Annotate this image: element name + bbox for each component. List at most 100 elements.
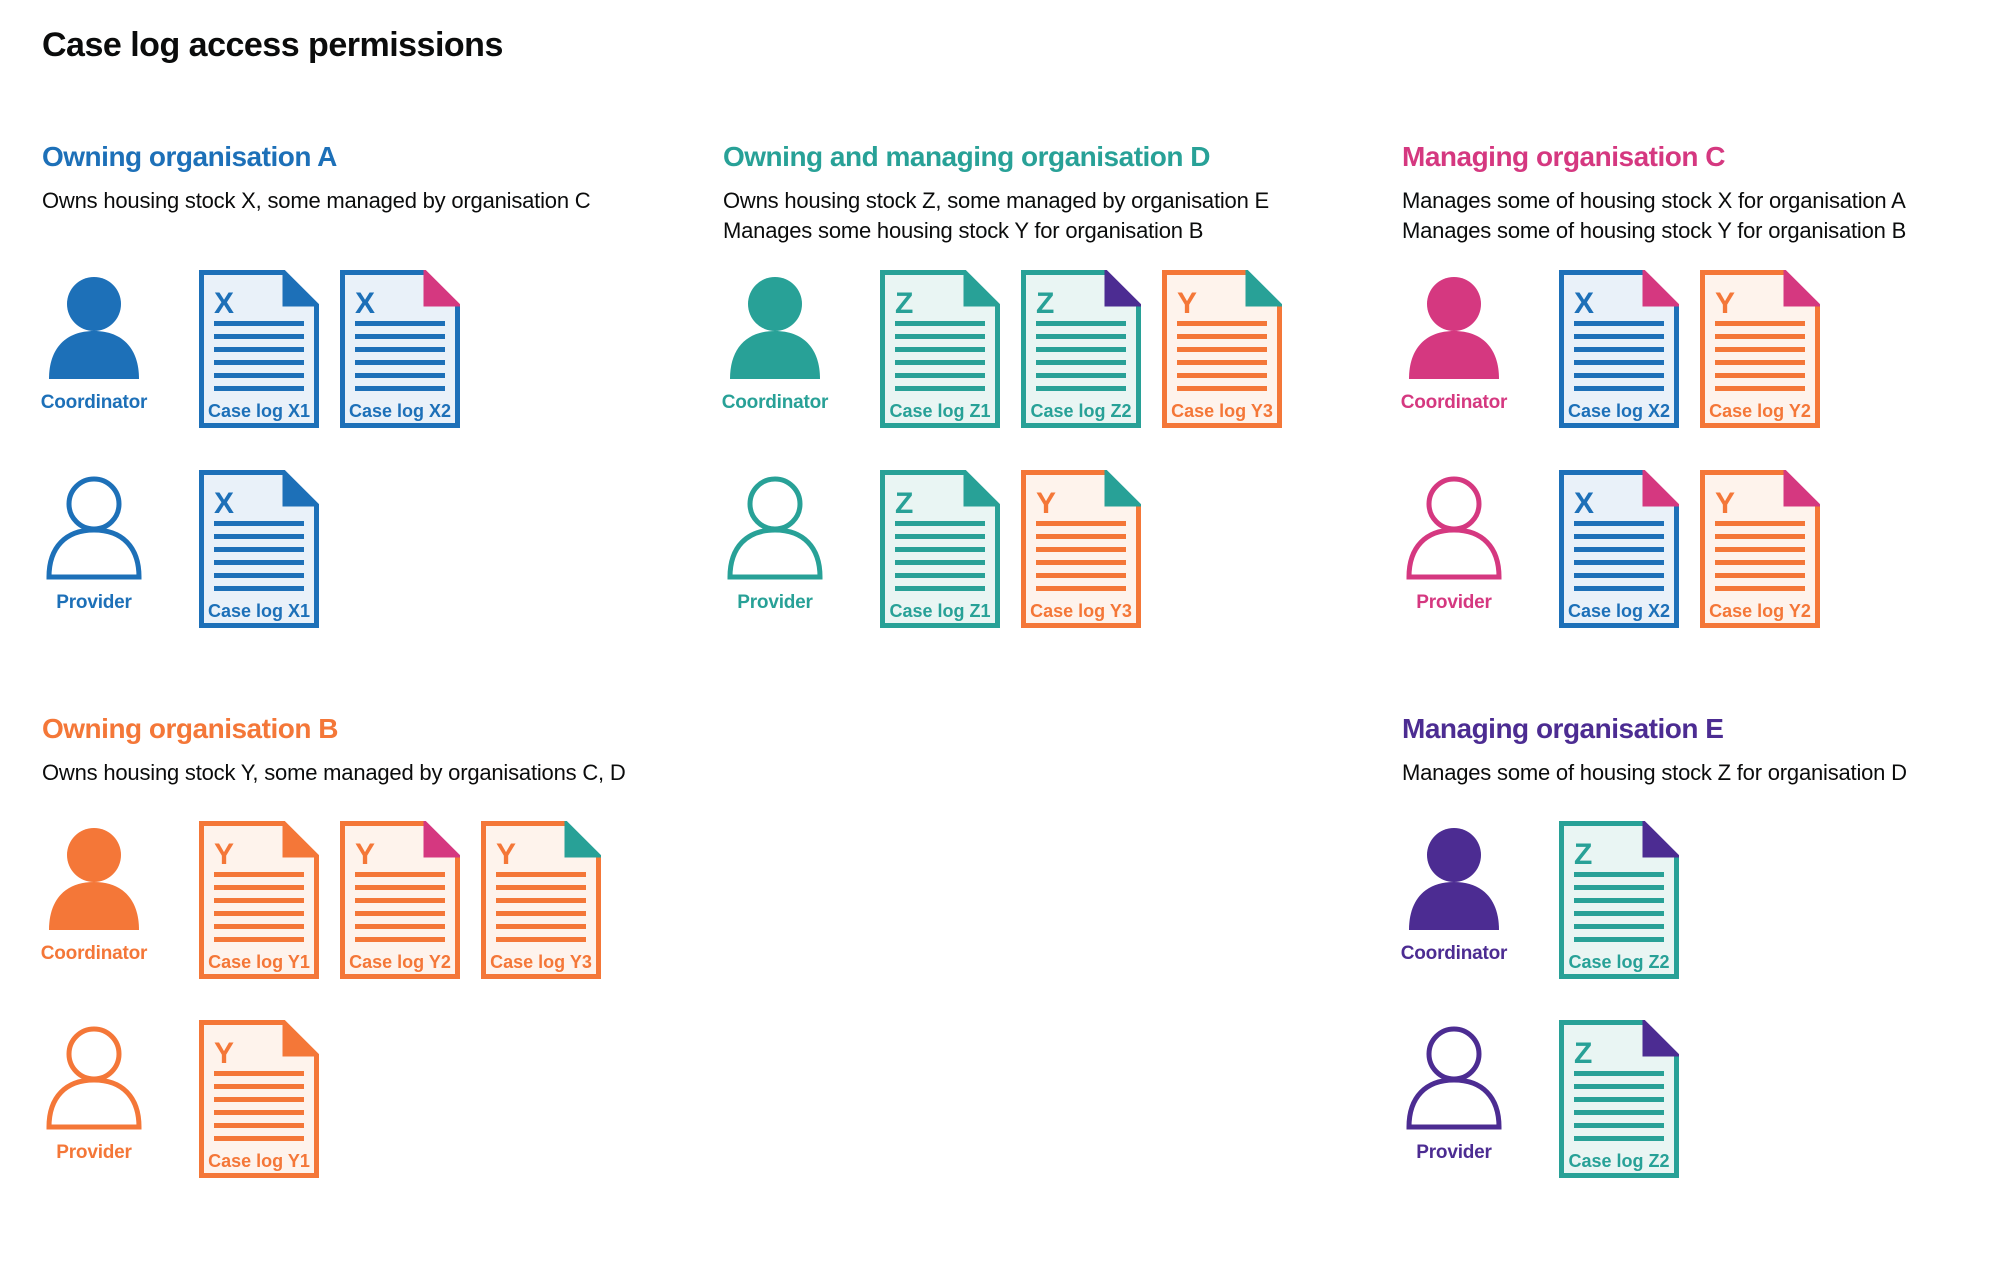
case-log-label: Case log X1 [208,601,310,621]
document-text-line [1177,334,1267,339]
case-log-documents: Z Case log Z1 Y Case log Y3 [880,467,1144,628]
case-log-document-icon: Y Case log Y2 [1700,467,1823,628]
stock-letter: X [214,287,234,320]
section-subtitle-line: Manages some housing stock Y for organis… [723,218,1204,243]
case-log-document-icon: Y Case log Y2 [1700,267,1823,428]
document-text-line [1036,360,1126,365]
document-border [1162,270,1282,428]
document-text-line [214,937,304,942]
case-log-label: Case log X2 [1568,401,1670,421]
coordinator-icon [730,277,820,379]
case-log-label: Case log Y2 [349,952,451,972]
provider-row: Provider Z Case log Z1 Y Case log Y3 [723,467,1343,630]
document-border [1559,270,1679,428]
document-text-line [1177,360,1267,365]
document-text-line [1036,573,1126,578]
folded-corner-icon [1783,267,1823,307]
document-text-line [1036,347,1126,352]
stock-letter: Z [1036,287,1054,320]
document-text-line [214,347,304,352]
coordinator-person: Coordinator [19,270,169,414]
doc-case-log-y2: Y Case log Y2 [1700,267,1823,428]
document-text-line [496,885,586,890]
document-text-line [355,334,445,339]
doc-case-log-y3: Y Case log Y3 [1162,267,1285,428]
folded-corner-icon [282,1017,322,1057]
document-text-line [214,1097,304,1102]
case-log-label: Case log Y3 [1171,401,1273,421]
document-text-line [1574,1110,1664,1115]
folded-corner-icon [1783,467,1823,507]
case-log-document-icon: Z Case log Z1 [880,467,1003,628]
document-border [1021,470,1141,628]
provider-icon [727,476,823,580]
provider-icon [1406,1026,1502,1130]
case-log-document-icon: Z Case log Z1 [880,267,1003,428]
page-title: Case log access permissions [42,26,503,64]
document-text-line [214,373,304,378]
provider-icon [46,476,142,580]
coordinator-row: Coordinator X Case log X2 Y Case log Y2 [1401,267,2000,430]
doc-case-log-z2: Z Case log Z2 [1559,818,1682,979]
document-text-line [355,360,445,365]
document-text-line [1574,898,1664,903]
stock-letter: X [214,487,234,520]
document-text-line [355,937,445,942]
stock-letter: Y [355,838,375,871]
document-text-line [214,898,304,903]
document-border [199,270,319,428]
section-heading: Owning and managing organisation D [723,141,1211,172]
case-log-documents: X Case log X2 Y Case log Y2 [1559,467,1823,628]
case-log-document-icon: X Case log X1 [199,267,322,428]
folded-corner-icon [1642,467,1682,507]
document-text-line [895,560,985,565]
case-log-label: Case log Y1 [208,952,310,972]
case-log-label: Case log Z1 [889,401,990,421]
doc-case-log-y1: Y Case log Y1 [199,818,322,979]
doc-case-log-z1: Z Case log Z1 [880,267,1003,428]
stock-letter: Y [1177,287,1197,320]
case-log-document-icon: Y Case log Y1 [199,818,322,979]
document-border [1021,270,1141,428]
coordinator-icon [1409,828,1499,930]
document-border [1559,470,1679,628]
case-log-document-icon: Y Case log Y2 [340,818,463,979]
document-text-line [496,924,586,929]
section-subtitle-line: Owns housing stock Z, some managed by or… [723,188,1270,213]
case-log-label: Case log Y1 [208,1151,310,1171]
document-text-line [1036,521,1126,526]
section-subtitle-line: Manages some of housing stock X for orga… [1402,188,1906,213]
document-text-line [1715,573,1805,578]
document-text-line [355,924,445,929]
document-text-line [1574,872,1664,877]
doc-case-log-x2: X Case log X2 [1559,467,1682,628]
case-log-label: Case log Y3 [490,952,592,972]
document-text-line [214,573,304,578]
document-border [1559,1020,1679,1178]
document-text-line [1715,560,1805,565]
section-subtitle-line: Manages some of housing stock Z for orga… [1402,760,1907,785]
document-text-line [1574,321,1664,326]
document-text-line [895,360,985,365]
doc-case-log-y3: Y Case log Y3 [1021,467,1144,628]
document-text-line [1574,586,1664,591]
coordinator-person: Coordinator [19,821,169,965]
case-log-label: Case log Z2 [1568,952,1669,972]
document-text-line [1574,911,1664,916]
folded-corner-icon [1245,267,1285,307]
document-text-line [1715,547,1805,552]
document-text-line [1177,347,1267,352]
folded-corner-icon [282,818,322,858]
document-text-line [214,1084,304,1089]
document-text-line [1036,321,1126,326]
case-log-label: Case log X1 [208,401,310,421]
folded-corner-icon [1642,267,1682,307]
document-text-line [214,1071,304,1076]
document-border [1559,821,1679,979]
stock-letter: Y [1715,287,1735,320]
document-text-line [214,386,304,391]
document-text-line [895,534,985,539]
document-text-line [1574,1136,1664,1141]
document-border [199,470,319,628]
provider-row: Provider Y Case log Y1 [42,1017,662,1180]
